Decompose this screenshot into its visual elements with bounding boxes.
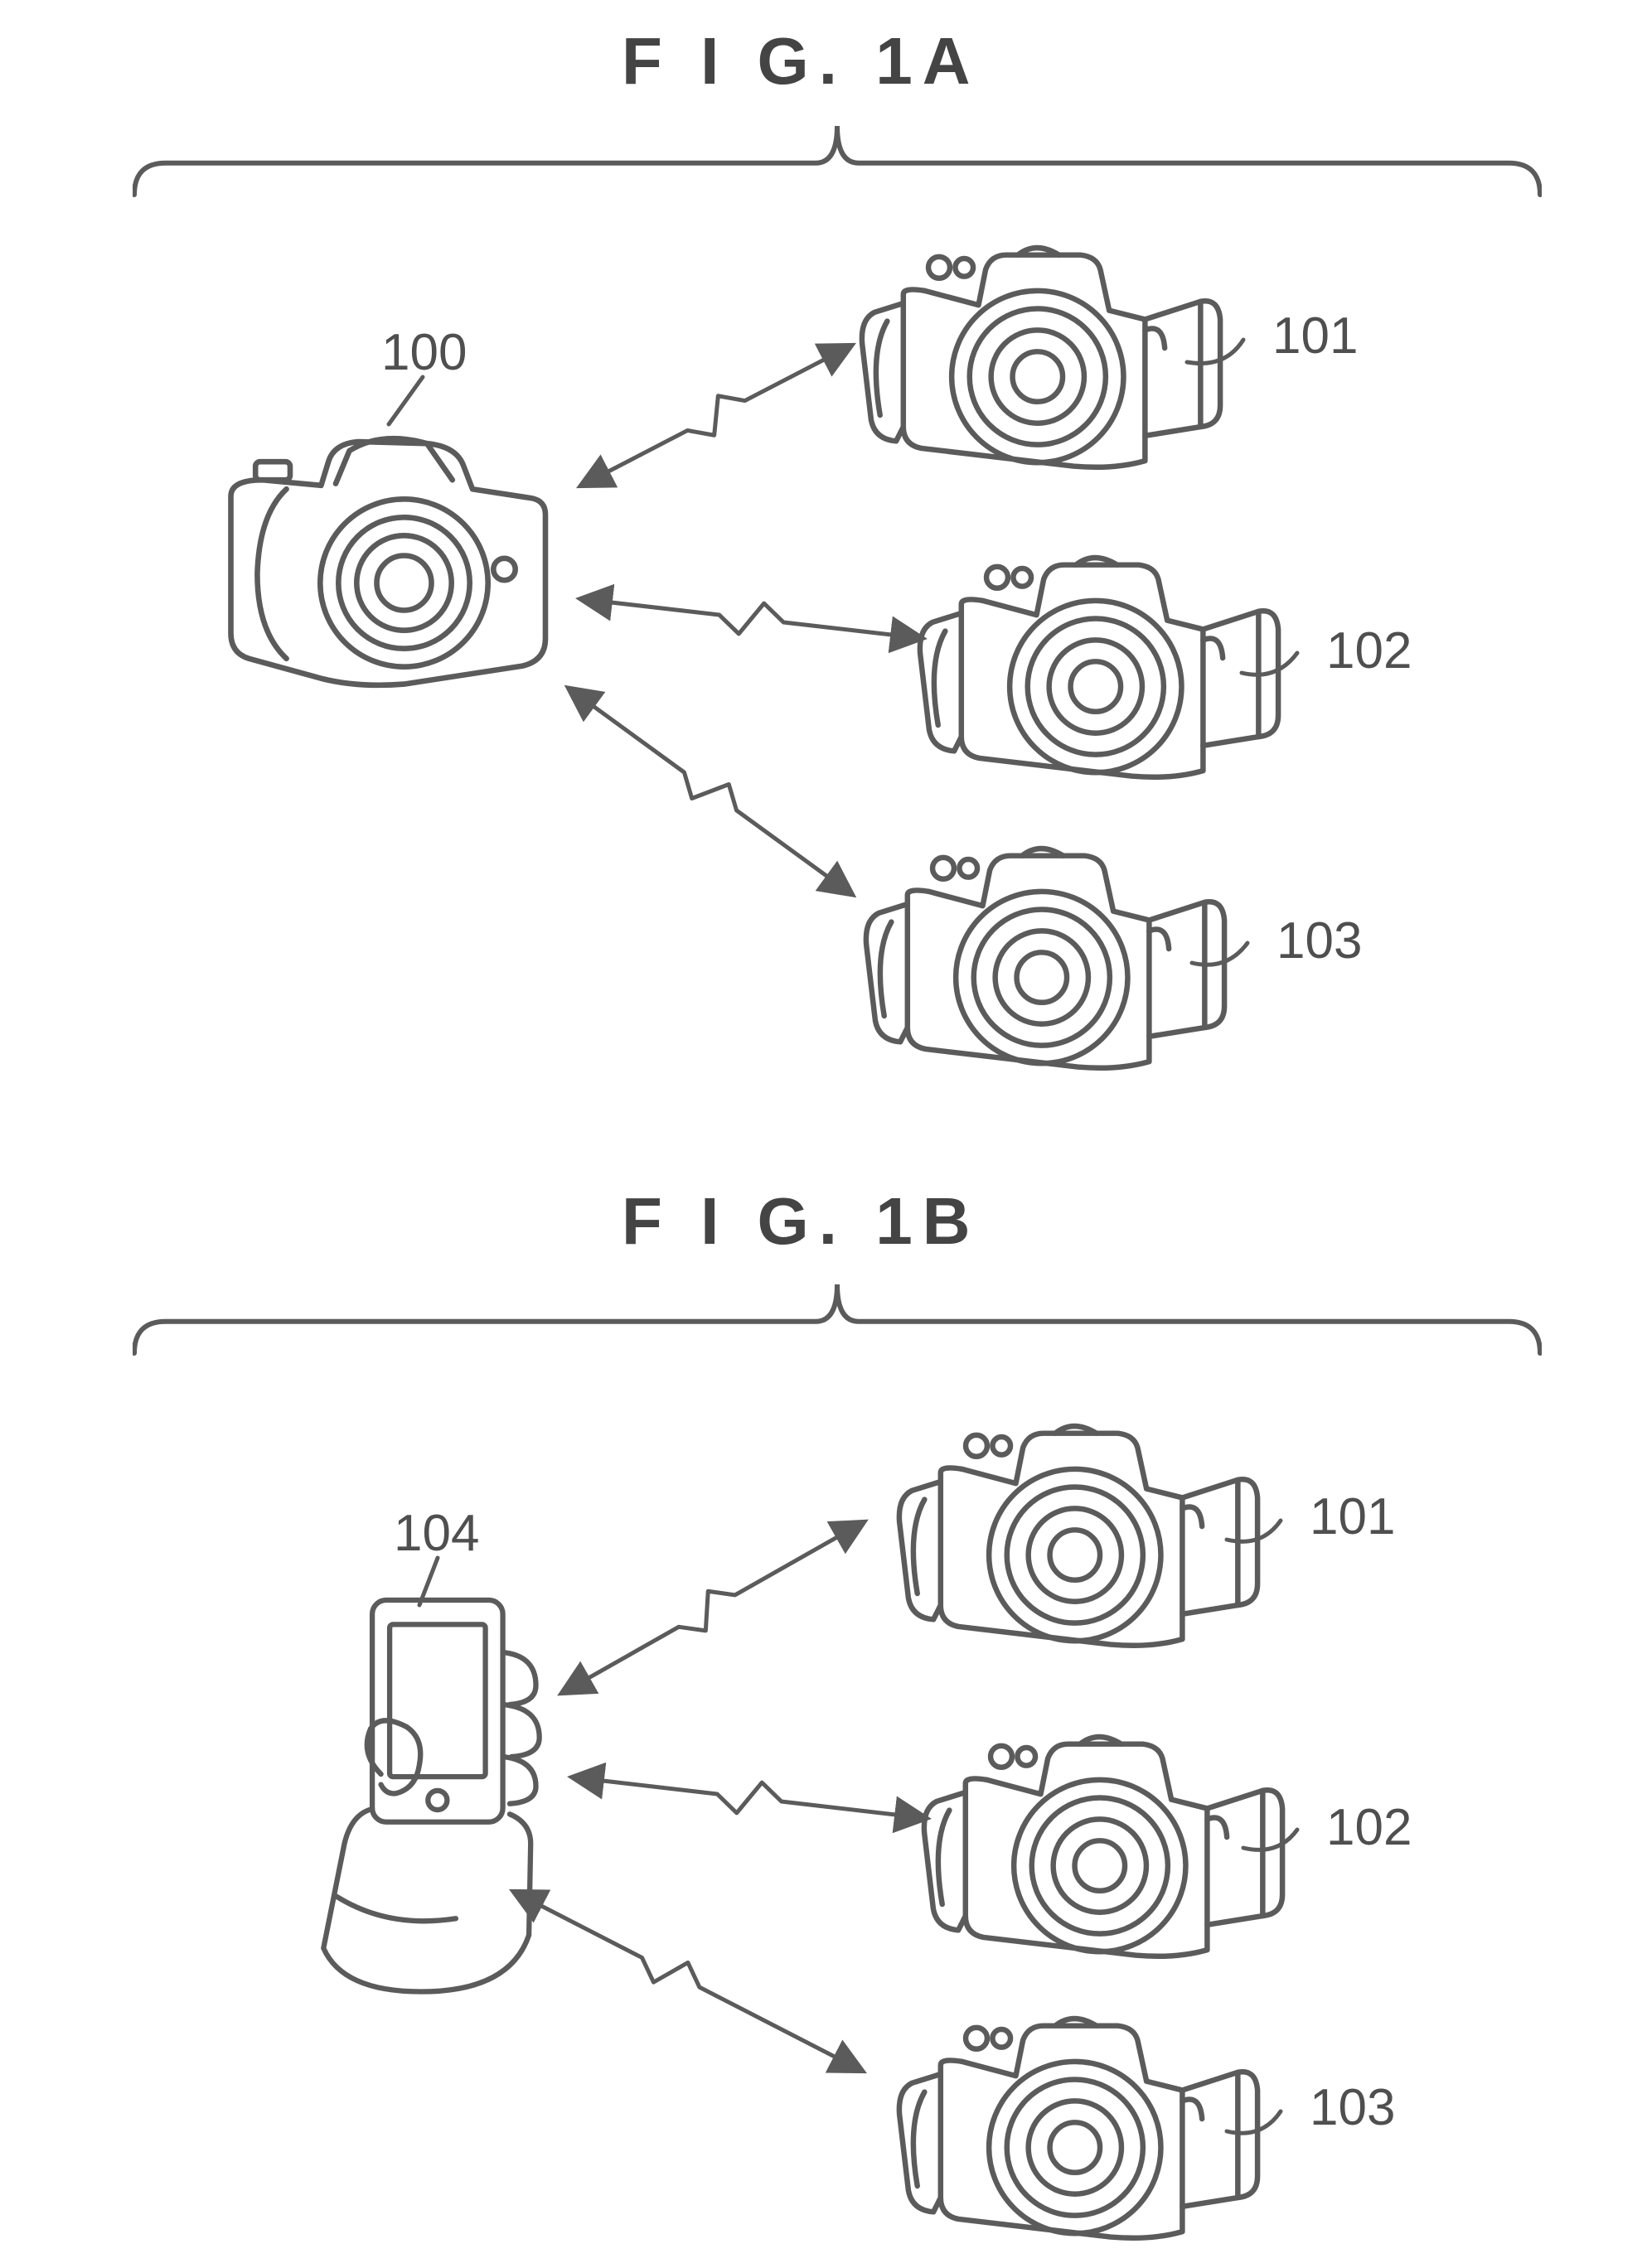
rf-arrow [564, 1523, 862, 1692]
rf-arrow [583, 599, 920, 638]
leader-a102 [1242, 653, 1297, 675]
camera-101-b-icon [899, 1426, 1257, 1646]
leader-a100 [389, 377, 423, 424]
leader-b102 [1243, 1830, 1297, 1850]
phone-104-icon [323, 1600, 539, 1992]
brace-1a [133, 124, 1542, 198]
camera-103-a-icon [866, 849, 1224, 1068]
patent-figure-page: F I G. 1A F I G. 1B 100 101 102 103 104 … [0, 0, 1647, 2268]
ref-label-100: 100 [381, 323, 467, 382]
leader-b104 [419, 1558, 438, 1605]
camera-102-a-icon [920, 558, 1278, 777]
leader-a103 [1192, 943, 1247, 965]
camera-100-icon [231, 438, 546, 685]
ref-label-102-b: 102 [1326, 1798, 1412, 1857]
figure-1b-title: F I G. 1B [622, 1183, 981, 1260]
camera-103-b-icon [899, 2019, 1257, 2238]
camera-101-a-icon [862, 248, 1220, 467]
rf-arrow [574, 1777, 924, 1818]
figure-1a-title: F I G. 1A [622, 23, 981, 99]
ref-label-101-b: 101 [1310, 1487, 1395, 1546]
brace-1b [133, 1283, 1542, 1356]
rf-arrow [516, 1893, 860, 2070]
scene-svg [0, 0, 1647, 2268]
rf-arrow [570, 689, 850, 893]
leader-b101 [1227, 1521, 1281, 1541]
ref-label-102-a: 102 [1326, 621, 1412, 680]
ref-label-103-a: 103 [1276, 912, 1362, 970]
leader-b103 [1227, 2111, 1281, 2133]
ref-label-103-b: 103 [1310, 2078, 1395, 2137]
camera-102-b-icon [924, 1737, 1282, 1956]
ref-label-104: 104 [394, 1504, 479, 1563]
leader-a101 [1187, 340, 1243, 363]
ref-label-101-a: 101 [1272, 307, 1358, 365]
rf-arrow [583, 346, 850, 485]
